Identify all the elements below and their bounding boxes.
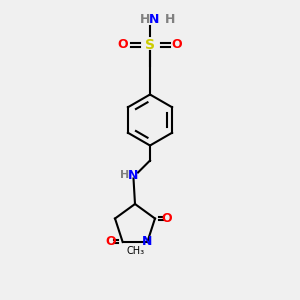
Text: O: O (105, 236, 116, 248)
Text: O: O (162, 212, 172, 225)
Text: S: S (145, 38, 155, 52)
Text: H: H (140, 13, 150, 26)
Text: N: N (149, 13, 160, 26)
Text: N: N (142, 236, 152, 248)
Text: H: H (120, 170, 129, 181)
Text: O: O (118, 38, 128, 52)
Text: O: O (172, 38, 182, 52)
Text: N: N (128, 169, 139, 182)
Text: H: H (165, 13, 175, 26)
Text: CH₃: CH₃ (126, 246, 144, 256)
